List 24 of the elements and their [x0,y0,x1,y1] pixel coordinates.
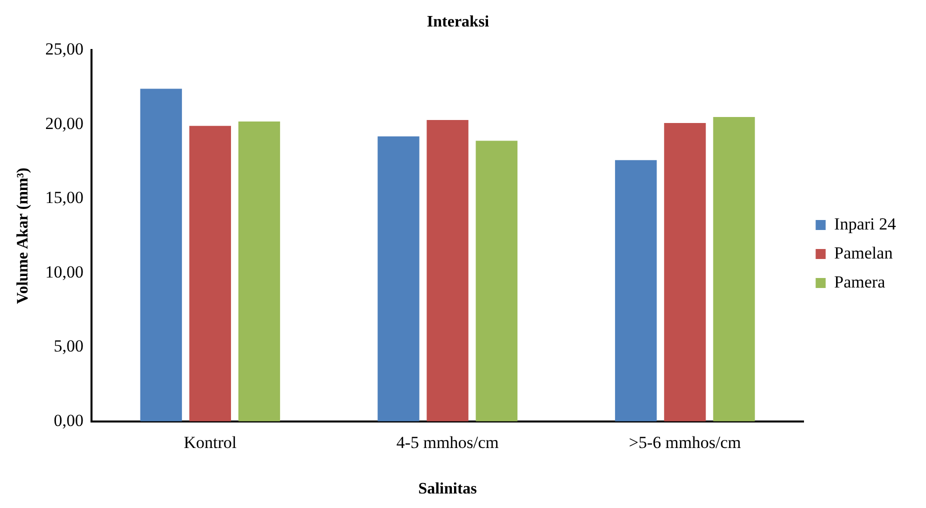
bar [238,121,280,422]
legend-label: Pamelan [834,243,894,262]
x-tick-label: 4-5 mmhos/cm [396,433,499,452]
y-tick-label: 5,00 [54,336,84,356]
bar [189,126,232,422]
bar [378,136,420,422]
y-tick-label: 0,00 [54,410,84,430]
bar [615,160,657,422]
chart-title: Interaksi [426,14,490,31]
x-tick-label: >5-6 mmhos/cm [628,433,741,452]
bar [713,117,755,422]
legend-label: Inpari 24 [834,214,896,234]
y-axis-title: Volume Akar (mm³) [14,168,32,304]
x-tick-label: Kontrol [184,433,237,452]
y-tick-label: 10,00 [45,262,84,282]
x-axis-title: Salinitas [418,480,477,498]
bar [426,120,468,422]
legend-label: Pamera [834,272,886,292]
bar [664,122,706,422]
y-tick-label: 20,00 [45,114,84,133]
y-tick-label: 15,00 [45,188,84,208]
bar [140,88,182,422]
bar [476,140,518,422]
y-tick-label: 25,00 [45,40,84,59]
